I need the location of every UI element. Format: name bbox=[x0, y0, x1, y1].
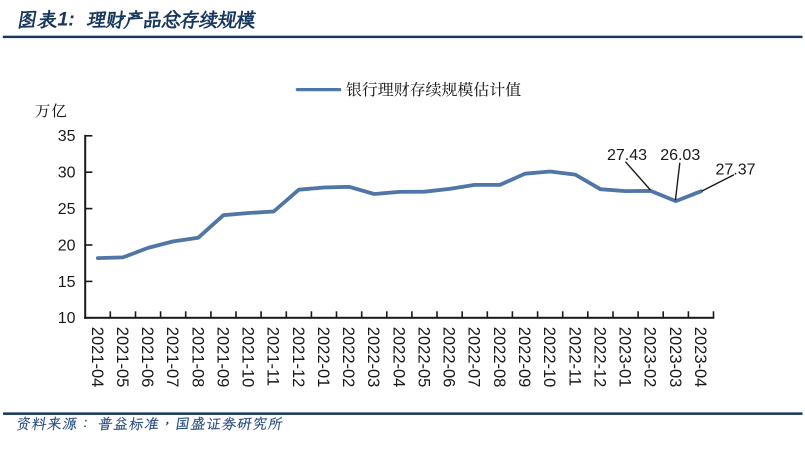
svg-text:2021-07: 2021-07 bbox=[163, 327, 181, 388]
svg-text:2023-01: 2023-01 bbox=[616, 327, 634, 388]
svg-text:2021-11: 2021-11 bbox=[264, 327, 282, 386]
svg-text:2021-04: 2021-04 bbox=[88, 327, 106, 388]
svg-text:27.37: 27.37 bbox=[716, 161, 756, 178]
svg-text:27.43: 27.43 bbox=[607, 147, 647, 164]
svg-text:2023-03: 2023-03 bbox=[666, 327, 684, 388]
svg-text:15: 15 bbox=[58, 274, 76, 291]
svg-text:2022-07: 2022-07 bbox=[465, 327, 483, 388]
svg-text:2022-05: 2022-05 bbox=[415, 327, 433, 388]
svg-text:2021-08: 2021-08 bbox=[188, 327, 206, 388]
svg-text:2021-12: 2021-12 bbox=[289, 327, 307, 388]
svg-text:2021-09: 2021-09 bbox=[213, 327, 231, 388]
svg-text:2022-04: 2022-04 bbox=[389, 327, 407, 388]
svg-text:2022-10: 2022-10 bbox=[540, 327, 558, 388]
svg-text:1:: 1: bbox=[57, 9, 74, 31]
svg-text:30: 30 bbox=[58, 165, 76, 182]
svg-text:2022-12: 2022-12 bbox=[590, 327, 608, 388]
svg-text:2022-09: 2022-09 bbox=[515, 327, 533, 388]
svg-text:2023-02: 2023-02 bbox=[641, 327, 659, 388]
svg-text:2022-06: 2022-06 bbox=[440, 327, 458, 388]
svg-text:35: 35 bbox=[58, 128, 76, 145]
svg-text:2022-03: 2022-03 bbox=[364, 327, 382, 388]
svg-text:25: 25 bbox=[58, 201, 76, 218]
svg-text:20: 20 bbox=[58, 237, 76, 254]
svg-text:2021-10: 2021-10 bbox=[239, 327, 257, 388]
svg-text:26.03: 26.03 bbox=[660, 147, 700, 164]
svg-text:2022-01: 2022-01 bbox=[314, 327, 332, 388]
svg-text:2023-04: 2023-04 bbox=[691, 327, 709, 388]
svg-text:2022-02: 2022-02 bbox=[339, 327, 357, 388]
svg-text:2021-06: 2021-06 bbox=[138, 327, 156, 388]
svg-text:10: 10 bbox=[58, 310, 76, 327]
svg-text:2022-08: 2022-08 bbox=[490, 327, 508, 388]
svg-text:2022-11: 2022-11 bbox=[565, 327, 583, 386]
svg-text:2021-05: 2021-05 bbox=[113, 327, 131, 388]
